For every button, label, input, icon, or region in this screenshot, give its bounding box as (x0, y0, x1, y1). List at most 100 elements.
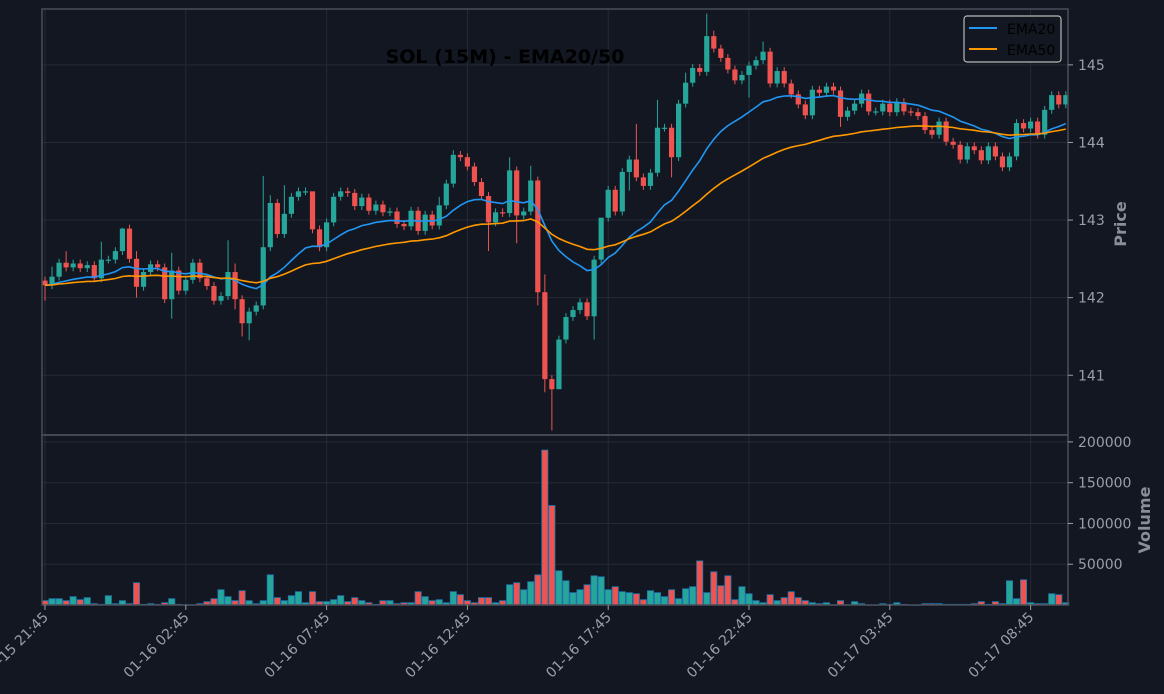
candle-body (373, 204, 379, 211)
candle-body (528, 180, 534, 212)
volume-bar (668, 589, 676, 606)
candle (197, 258, 203, 283)
volume-bar (611, 586, 619, 606)
candle (274, 199, 280, 238)
candle-body (957, 144, 963, 160)
candle (309, 191, 316, 234)
candle-body (253, 305, 259, 312)
candle-body (366, 197, 372, 211)
candle-body (1020, 123, 1027, 129)
candle (352, 189, 358, 210)
candle (239, 295, 245, 337)
candle (844, 106, 851, 121)
candle (605, 185, 611, 222)
candle-body (281, 213, 287, 235)
volume-bar (625, 592, 633, 606)
candle (112, 247, 118, 264)
candle-body (781, 71, 787, 84)
candle-body (668, 127, 675, 158)
candle (570, 306, 576, 321)
candle-body (605, 189, 611, 218)
volume-tick-label: 50000 (1078, 557, 1123, 573)
volume-bar (717, 585, 725, 606)
volume-bar (639, 599, 647, 606)
candle (873, 107, 879, 116)
volume-bar (569, 592, 577, 606)
candle-body (697, 67, 703, 72)
candle (429, 210, 435, 230)
candle (507, 157, 513, 217)
candle-body (598, 217, 604, 260)
volume-bar (337, 595, 345, 606)
volume-bar (597, 576, 605, 606)
candle (739, 71, 745, 85)
candle (936, 117, 942, 139)
candle-body (408, 210, 414, 227)
volume-bar (449, 591, 457, 606)
candle-body (359, 197, 365, 207)
volume-bar (1013, 598, 1021, 606)
candle (894, 98, 900, 117)
candle-body (112, 251, 118, 260)
volume-bar (266, 574, 274, 606)
volume-bar (745, 593, 753, 606)
volume-bar (710, 571, 718, 606)
candle (471, 162, 478, 186)
candle-body (204, 278, 210, 287)
candle-body (591, 259, 597, 317)
volume-bar (682, 588, 690, 606)
candle-body (683, 82, 689, 104)
volume-bar (513, 582, 521, 606)
candle-body (316, 229, 323, 248)
candle (281, 185, 287, 238)
candle-body (844, 110, 851, 117)
volume-bar (55, 598, 63, 606)
candle (190, 258, 196, 284)
candle-body (401, 223, 407, 227)
candle-body (394, 211, 400, 224)
volume-bar (330, 599, 338, 606)
candle (661, 123, 668, 132)
candle-body (661, 127, 668, 129)
candle (999, 152, 1006, 172)
candle-body (556, 339, 562, 390)
candle (542, 274, 548, 393)
candle-body (232, 272, 238, 300)
volume-bar (1055, 594, 1063, 606)
candle-body (1049, 95, 1055, 110)
candle (866, 89, 872, 116)
volume-bar (590, 575, 598, 606)
candle (718, 44, 724, 62)
candle (324, 218, 330, 252)
candle (387, 207, 393, 217)
candle-body (619, 171, 625, 212)
candle-body (690, 67, 696, 83)
candle (450, 150, 456, 188)
candle-body (190, 262, 196, 280)
candle (500, 208, 506, 217)
candle (63, 251, 69, 272)
volume-bar (696, 560, 704, 606)
candle-body (816, 89, 822, 93)
candle (563, 313, 569, 344)
candle-body (225, 272, 231, 297)
candle (619, 168, 625, 216)
candle-body (1056, 95, 1062, 105)
volume-bar (576, 589, 584, 606)
candle (176, 266, 182, 295)
candle-body (908, 111, 914, 113)
candle (950, 137, 956, 149)
candle-body (985, 146, 991, 161)
candle-body (169, 270, 175, 300)
candle-body (887, 103, 893, 113)
ema-lines (44, 94, 1067, 290)
volume-bar (414, 591, 422, 606)
volume-bar (794, 597, 802, 606)
candle (697, 64, 703, 76)
candle-body (478, 182, 485, 197)
candle-body (507, 170, 513, 214)
candle-body (1013, 123, 1020, 157)
candle (577, 298, 583, 314)
candle-body (760, 51, 766, 61)
